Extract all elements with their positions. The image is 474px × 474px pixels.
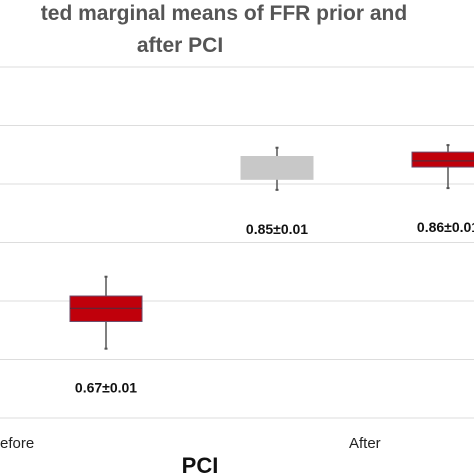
box-plot-3: 0.86±0.01 (411, 144, 474, 235)
boxes: 0.67±0.01 0.85±0.01 0.86±0.01 (69, 144, 474, 396)
x-axis-title: PCI (182, 453, 219, 474)
box-annotation: 0.86±0.01 (417, 219, 474, 235)
box (411, 151, 474, 168)
box-annotation: 0.67±0.01 (75, 380, 137, 396)
gridlines (0, 66, 474, 419)
box (240, 156, 314, 180)
chart-title-line-1: ted marginal means of FFR prior and (41, 2, 407, 25)
x-tick-label-after: After (349, 435, 381, 452)
box-annotation: 0.85±0.01 (246, 221, 308, 237)
chart-title-line-2: after PCI (137, 34, 223, 57)
box-plot-1: 0.67±0.01 (69, 275, 143, 396)
x-tick-label-before: efore (0, 435, 34, 452)
box-plot-2: 0.85±0.01 (240, 146, 314, 237)
